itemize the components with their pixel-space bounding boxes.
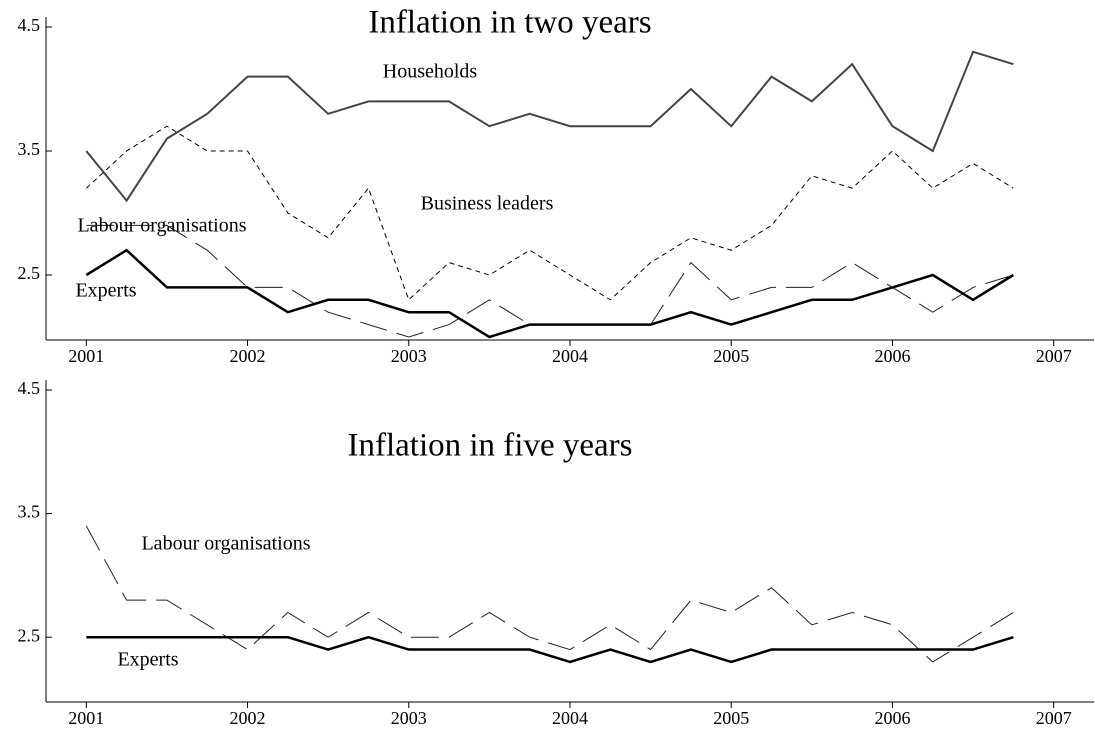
y-tick-label: 3.5 <box>18 139 41 159</box>
series-line <box>85 50 1014 203</box>
y-tick-label: 4.5 <box>18 15 41 35</box>
y-tick-label: 2.5 <box>18 263 41 283</box>
x-tick-label: 2003 <box>391 708 427 728</box>
chart-title: Inflation in two years <box>368 5 651 41</box>
series-label: Experts <box>75 280 136 302</box>
chart-title: Inflation in five years <box>348 428 633 464</box>
y-tick-label: 3.5 <box>18 502 41 522</box>
x-tick-label: 2001 <box>68 346 104 366</box>
series-label: Labour organisations <box>77 215 246 237</box>
x-tick-label: 2005 <box>713 346 749 366</box>
x-tick-label: 2004 <box>552 708 588 728</box>
series-line <box>85 525 1014 663</box>
x-tick-label: 2002 <box>230 346 266 366</box>
x-tick-label: 2003 <box>391 346 427 366</box>
series-label: Labour organisations <box>141 533 310 555</box>
x-tick-label: 2001 <box>68 708 104 728</box>
series-label: Households <box>383 61 478 83</box>
series-line <box>85 125 1014 301</box>
series-line <box>85 248 1015 339</box>
x-tick-label: 2006 <box>874 708 910 728</box>
series-label: Experts <box>117 649 178 671</box>
x-tick-label: 2007 <box>1036 708 1072 728</box>
series-line <box>86 635 1014 664</box>
series-line <box>86 224 1014 338</box>
x-tick-label: 2006 <box>874 346 910 366</box>
series-label: Business leaders <box>421 193 554 215</box>
y-tick-label: 2.5 <box>18 625 41 645</box>
x-tick-label: 2005 <box>713 708 749 728</box>
x-tick-label: 2007 <box>1036 346 1072 366</box>
x-tick-label: 2004 <box>552 346 588 366</box>
x-tick-label: 2002 <box>230 708 266 728</box>
y-tick-label: 4.5 <box>18 378 41 398</box>
